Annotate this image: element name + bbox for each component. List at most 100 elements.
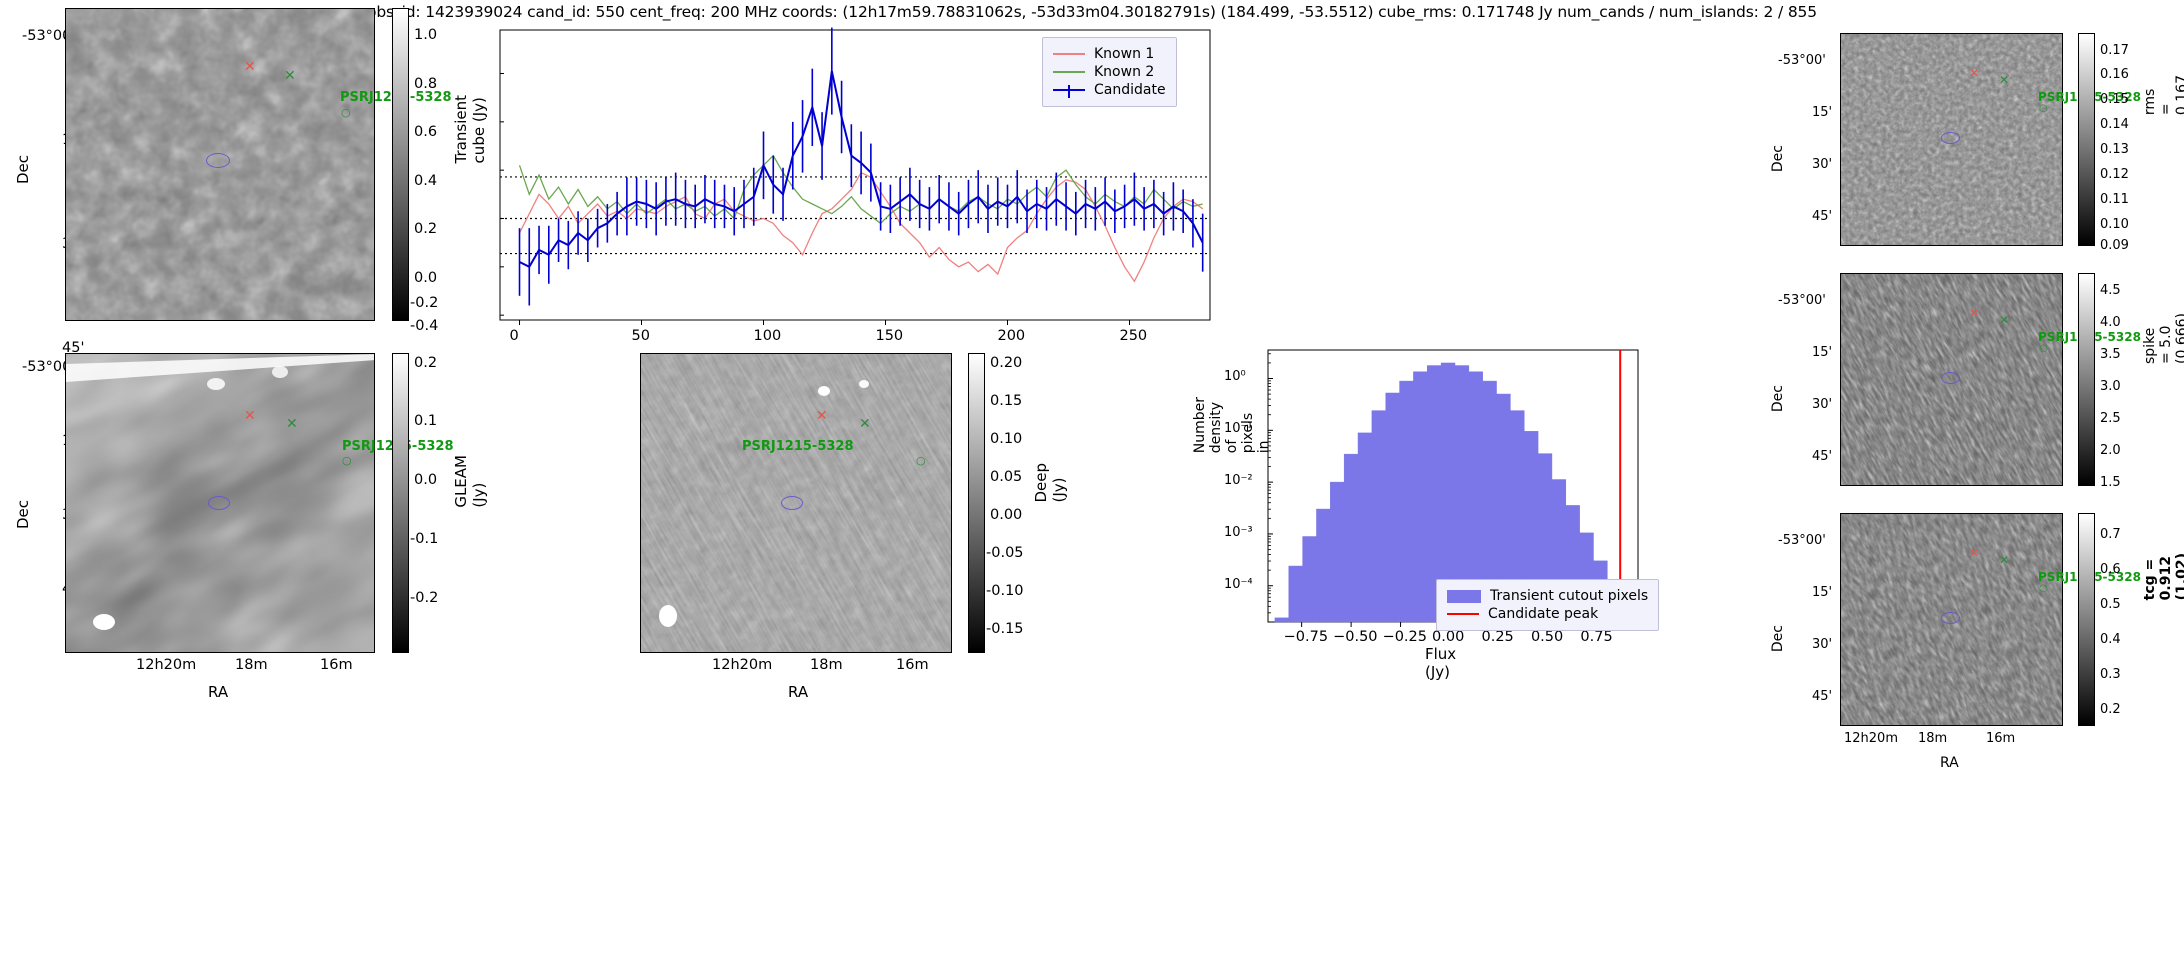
known2-marker-tcg: ✕	[1999, 553, 2010, 567]
known2-marker-tl: ✕	[284, 68, 296, 84]
time-tick-5: 250	[1119, 328, 1148, 344]
known2-circle-tl: ○	[341, 106, 351, 119]
flux-tick-3: 0.00	[1432, 629, 1465, 645]
dec-tick-tcg-3: 45'	[1812, 689, 1833, 704]
known1-marker-bl: ✕	[244, 408, 256, 424]
ra-axis-label-tcg: RA	[1940, 755, 1959, 771]
cbar-tick-tcg-1: 0.6	[2100, 562, 2121, 577]
flux-histogram-plot[interactable]	[1220, 345, 1650, 645]
cbar-tick-spike-5: 2.0	[2100, 443, 2121, 458]
figure-suptitle: obs_id: 1423939024 cand_id: 550 cent_fre…	[367, 3, 1817, 21]
dec-tick-spike-1: 15'	[1812, 345, 1833, 360]
colorbar-deep	[968, 353, 985, 653]
dec-tick-rms-0: -53°00'	[1778, 53, 1826, 68]
density-tick-3: 10⁻³	[1224, 524, 1253, 540]
ra-axis-label-bl: RA	[208, 683, 229, 701]
dec-tick-spike-0: -53°00'	[1778, 293, 1826, 308]
cbar-tick-dp-4: 0.00	[990, 507, 1023, 523]
known1-marker-spike: ✕	[1969, 306, 1980, 320]
colorbar-gleam	[392, 353, 409, 653]
image-spike[interactable]: ✕ ✕ ○	[1840, 273, 2063, 486]
cbar-tick-rms-1: 0.16	[2100, 67, 2129, 82]
image-tcg[interactable]: ✕ ✕ ○	[1840, 513, 2063, 726]
colorbar-label-gleam: GLEAM (Jy)	[452, 455, 488, 508]
known2-circle-spike: ○	[2039, 343, 2048, 354]
image-gleam[interactable]: ✕ ✕ ○	[65, 353, 375, 653]
density-tick-4: 10⁻⁴	[1224, 576, 1253, 592]
cbar-tick-tc-1: 0.8	[414, 76, 438, 92]
cbar-tick-tc-3: 0.4	[414, 173, 438, 189]
flux-tick-2: −0.25	[1382, 629, 1427, 645]
known2-marker-deep: ✕	[859, 416, 871, 432]
dec-tick-spike-2: 30'	[1812, 397, 1833, 412]
cbar-tick-tcg-3: 0.4	[2100, 632, 2121, 647]
cbar-tick-rms-6: 0.11	[2100, 192, 2129, 207]
flux-tick-4: 0.25	[1481, 629, 1514, 645]
time-tick-3: 150	[875, 328, 904, 344]
image-deep[interactable]: ✕ ✕ ○	[640, 353, 952, 653]
candidate-ellipse-deep	[781, 496, 803, 510]
ra-tick-tcg-0: 12h20m	[1844, 731, 1898, 746]
cbar-tick-dp-1: 0.15	[990, 393, 1023, 409]
candidate-ellipse-rms	[1941, 132, 1960, 144]
known2-marker-rms: ✕	[1999, 73, 2010, 87]
cbar-tick-tc-5: 0.0	[414, 270, 438, 286]
cbar-tick-rms-4: 0.13	[2100, 142, 2129, 157]
cbar-tick-rms-2: 0.15	[2100, 92, 2129, 107]
legend-label-cutout-pixels: Transient cutout pixels	[1490, 588, 1649, 604]
cbar-tick-rms-3: 0.14	[2100, 117, 2129, 132]
colorbar-tcg	[2078, 513, 2095, 726]
known2-circle-rms: ○	[2039, 103, 2048, 114]
dec-tick-tcg-1: 15'	[1812, 585, 1833, 600]
dec-tick-bl-0: -53°00'	[22, 359, 76, 375]
ra-tick-deep-2: 16m	[896, 657, 929, 673]
legend-item-candidate: Candidate	[1053, 82, 1166, 98]
dec-axis-label-bl: Dec	[14, 500, 32, 530]
flux-tick-1: −0.50	[1333, 629, 1378, 645]
cbar-tick-gl-0: 0.2	[414, 355, 438, 371]
cbar-tick-spike-3: 3.0	[2100, 379, 2121, 394]
dec-axis-label-spike: Dec	[1770, 385, 1786, 413]
cbar-tick-rms-7: 0.10	[2100, 217, 2129, 232]
legend-line-known1	[1053, 53, 1085, 55]
cbar-tick-tc-7: -0.4	[410, 318, 439, 334]
legend-line-candidate-peak	[1447, 613, 1479, 615]
cbar-tick-rms-0: 0.17	[2100, 43, 2129, 58]
dec-tick-tl-0: -53°00'	[22, 28, 76, 44]
cbar-tick-spike-4: 2.5	[2100, 411, 2121, 426]
legend-line-known2	[1053, 71, 1085, 73]
colorbar-spike	[2078, 273, 2095, 486]
dec-axis-label-rms: Dec	[1770, 145, 1786, 173]
known2-marker-bl: ✕	[286, 416, 298, 432]
density-tick-1: 10⁻¹	[1224, 421, 1253, 437]
colorbar-transient-cube	[392, 8, 409, 321]
cbar-tick-tcg-5: 0.2	[2100, 702, 2121, 717]
cbar-tick-tcg-4: 0.3	[2100, 667, 2121, 682]
ra-tick-tcg-1: 18m	[1918, 731, 1948, 746]
candidate-ellipse-spike	[1941, 372, 1960, 384]
known1-marker-tcg: ✕	[1969, 546, 1980, 560]
ra-tick-deep-0: 12h20m	[712, 657, 773, 673]
dec-tick-tl-3: 45'	[62, 340, 85, 356]
image-rms[interactable]: ✕ ✕ ○	[1840, 33, 2063, 246]
image-transient-cube[interactable]: ✕ ✕ ○	[65, 8, 375, 321]
time-tick-2: 100	[753, 328, 782, 344]
transient-cube-noise	[66, 9, 374, 320]
cbar-tick-gl-3: -0.1	[410, 531, 439, 547]
colorbar-label-rms: rms = 0.167 (0.58)	[2142, 75, 2184, 116]
source-label-deep: PSRJ1215-5328	[742, 439, 854, 454]
legend-label-candidate-peak: Candidate peak	[1488, 606, 1599, 622]
cbar-tick-tcg-0: 0.7	[2100, 527, 2121, 542]
cbar-tick-gl-4: -0.2	[410, 590, 439, 606]
flux-tick-0: −0.75	[1283, 629, 1329, 645]
cbar-tick-tcg-2: 0.5	[2100, 597, 2121, 612]
time-tick-4: 200	[997, 328, 1026, 344]
cbar-tick-tc-0: 1.0	[414, 27, 438, 43]
ra-tick-bl-1: 18m	[235, 657, 268, 673]
known1-marker-deep: ✕	[816, 408, 828, 424]
cbar-tick-spike-2: 3.5	[2100, 347, 2121, 362]
ra-tick-bl-2: 16m	[320, 657, 353, 673]
candidate-ellipse-bl	[208, 496, 230, 510]
dec-tick-tcg-0: -53°00'	[1778, 533, 1826, 548]
